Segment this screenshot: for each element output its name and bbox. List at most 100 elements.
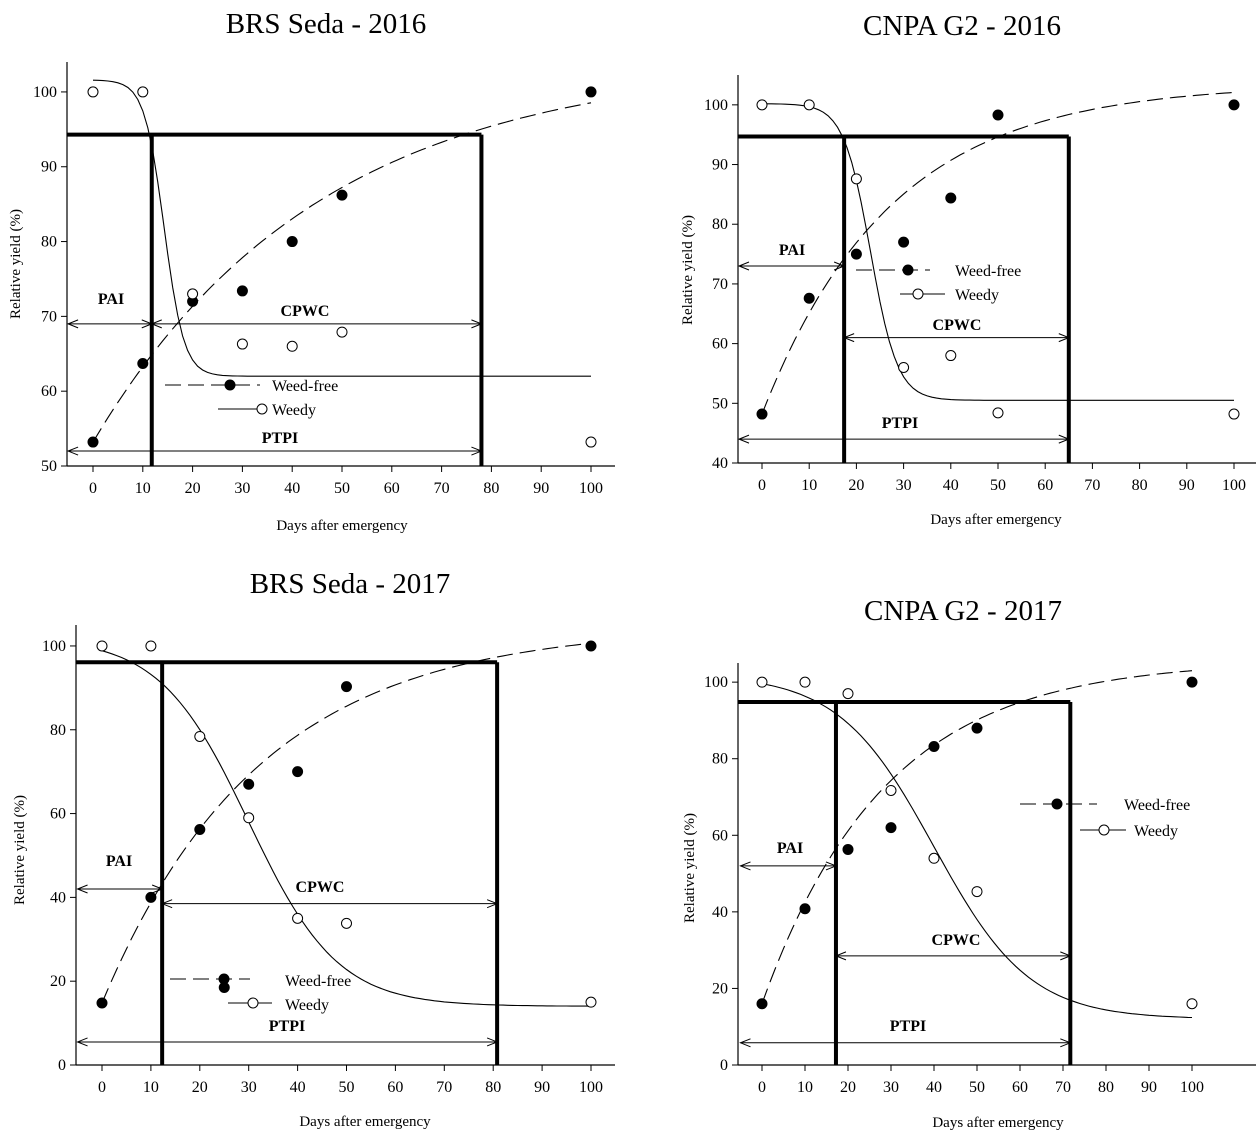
weedy-point xyxy=(87,86,99,98)
weed-free-point xyxy=(336,189,348,201)
ptpi-label: PTPI xyxy=(882,415,918,432)
x-tick-label: 90 xyxy=(1179,477,1195,494)
weedy-point xyxy=(585,996,597,1008)
legend-marker xyxy=(1098,824,1110,836)
weedy-point xyxy=(187,288,199,300)
y-tick-label: 60 xyxy=(41,383,57,400)
pai-arrow xyxy=(66,319,154,329)
legend-marker xyxy=(912,288,924,300)
weed-free-point xyxy=(341,681,352,693)
y-tick-label: 20 xyxy=(50,973,66,990)
weed-free-curve xyxy=(101,642,592,1004)
y-tick-label: 0 xyxy=(720,1057,728,1074)
y-tick-label: 100 xyxy=(33,84,57,101)
x-tick-label: 10 xyxy=(135,480,151,497)
legend-entry-1: Weed-free xyxy=(1020,797,1190,814)
weed-free-point xyxy=(96,997,108,1009)
weed-free-point xyxy=(885,822,897,834)
x-tick-label: 60 xyxy=(387,1079,403,1096)
legend-entry-1: Weed-free xyxy=(165,378,338,395)
x-tick-label: 40 xyxy=(926,1079,942,1096)
cpwc-label: CPWC xyxy=(933,317,982,334)
x-tick-label: 80 xyxy=(1132,477,1148,494)
x-tick-label: 0 xyxy=(758,1079,766,1096)
weed-free-point xyxy=(236,285,248,297)
legend-label: Weed-free xyxy=(1124,797,1190,814)
weed-free-point xyxy=(286,236,298,248)
x-tick-label: 10 xyxy=(143,1079,159,1096)
ptpi-arrow xyxy=(737,434,1071,444)
weed-free-point xyxy=(194,823,206,835)
cpwc-arrow xyxy=(160,899,499,909)
x-tick-label: 30 xyxy=(241,1079,257,1096)
legend-marker xyxy=(256,403,268,415)
weed-free-point xyxy=(992,109,1004,121)
legend-marker xyxy=(224,379,236,391)
weedy-point xyxy=(286,340,298,352)
legend-entry-1: Weed-free xyxy=(170,973,351,990)
cpwc-label: CPWC xyxy=(281,303,330,320)
x-tick-label: 20 xyxy=(192,1079,208,1096)
weed-free-point xyxy=(928,740,940,752)
weedy-curve xyxy=(92,79,591,377)
cpwc-label: CPWC xyxy=(296,879,345,896)
x-tick-label: 20 xyxy=(185,480,201,497)
y-tick-label: 90 xyxy=(41,159,57,176)
chart-panel-4: CNPA G2 - 2017 Days after emergency Relati… xyxy=(682,595,1256,1131)
legend-entry-2: Weedy xyxy=(228,997,329,1014)
x-tick-label: 10 xyxy=(801,477,817,494)
cpwc-arrow xyxy=(842,333,1071,343)
weedy-point xyxy=(243,812,255,824)
legend-marker xyxy=(247,997,259,1009)
legend-label: Weed-free xyxy=(285,973,351,990)
y-tick-label: 40 xyxy=(50,889,66,906)
chart-panel-1: BRS Seda - 2016 Days after emergency Relat… xyxy=(8,8,615,534)
y-axis-label: Relative yield (%) xyxy=(12,795,28,905)
x-tick-label: 90 xyxy=(533,480,549,497)
y-tick-label: 90 xyxy=(712,157,728,174)
weed-free-point xyxy=(799,903,811,915)
y-tick-label: 100 xyxy=(704,674,728,691)
x-tick-label: 100 xyxy=(579,480,603,497)
x-tick-label: 20 xyxy=(840,1079,856,1096)
legend-marker xyxy=(1051,798,1063,810)
y-tick-label: 60 xyxy=(712,827,728,844)
x-tick-label: 90 xyxy=(534,1079,550,1096)
x-tick-label: 60 xyxy=(1012,1079,1028,1096)
x-axis-label: Days after emergency xyxy=(299,1114,431,1130)
x-tick-label: 40 xyxy=(284,480,300,497)
pai-arrow xyxy=(76,884,164,894)
weed-free-point xyxy=(1228,99,1240,111)
y-tick-label: 50 xyxy=(41,458,57,475)
y-tick-label: 50 xyxy=(712,395,728,412)
y-tick-label: 80 xyxy=(50,722,66,739)
x-tick-label: 30 xyxy=(896,477,912,494)
x-axis-label: Days after emergency xyxy=(930,512,1062,528)
weedy-curve xyxy=(761,683,1193,1019)
legend-label: Weed-free xyxy=(272,378,338,395)
x-tick-label: 70 xyxy=(434,480,450,497)
weed-free-point xyxy=(842,843,854,855)
x-tick-label: 50 xyxy=(969,1079,985,1096)
weed-free-point xyxy=(756,408,768,420)
x-tick-label: 60 xyxy=(384,480,400,497)
weedy-point xyxy=(96,640,108,652)
ptpi-label: PTPI xyxy=(262,430,298,447)
weedy-point xyxy=(928,852,940,864)
weed-free-curve xyxy=(761,670,1193,1004)
weed-free-point xyxy=(803,292,815,304)
pai-label: PAI xyxy=(777,840,803,857)
pai-arrow xyxy=(737,261,846,271)
y-tick-label: 80 xyxy=(712,216,728,233)
legend-marker xyxy=(902,264,914,276)
legend-entry-2: Weedy xyxy=(1080,823,1178,840)
weed-free-curve xyxy=(92,102,592,443)
ptpi-label: PTPI xyxy=(269,1018,305,1035)
x-tick-label: 0 xyxy=(89,480,97,497)
weedy-point xyxy=(236,338,248,350)
weed-free-point xyxy=(971,722,983,734)
weedy-point xyxy=(992,407,1004,419)
weedy-point xyxy=(1228,408,1240,420)
ptpi-arrow xyxy=(76,1037,499,1047)
x-tick-label: 50 xyxy=(990,477,1006,494)
